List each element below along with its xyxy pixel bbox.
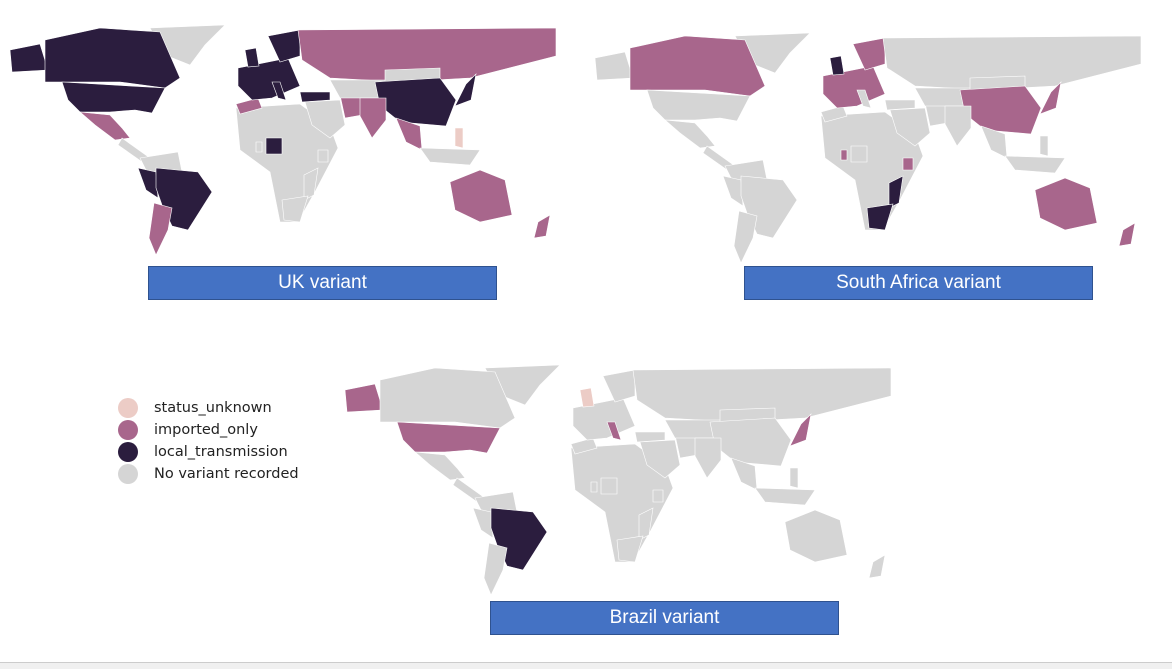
legend: status_unknown imported_only local_trans… <box>118 397 299 485</box>
region-turkey <box>884 99 916 111</box>
legend-item-local-transmission: local_transmission <box>118 441 299 463</box>
region-scandinavia <box>852 37 886 71</box>
region-philippines <box>789 467 799 489</box>
region-philippines <box>454 127 464 149</box>
brazil-variant-label: Brazil variant <box>490 601 839 635</box>
legend-item-no-variant: No variant recorded <box>118 463 299 485</box>
region-morocco <box>820 105 848 123</box>
region-italy <box>606 421 622 441</box>
region-peru <box>137 167 159 199</box>
region-india <box>694 437 722 479</box>
region-southafrica <box>616 535 644 563</box>
region-iran <box>339 94 363 119</box>
region-iran <box>924 102 948 127</box>
region-scandinavia <box>602 369 636 403</box>
region-india <box>359 97 387 139</box>
map-brazil-variant <box>344 364 892 596</box>
region-argentina <box>733 210 758 264</box>
region-nigeria <box>265 137 283 155</box>
region-nz <box>533 214 551 239</box>
region-mozambique <box>888 175 904 209</box>
region-uk <box>244 47 260 68</box>
region-usa <box>646 89 751 122</box>
region-mexico <box>79 111 131 141</box>
map-south-africa-variant <box>594 32 1142 264</box>
region-turkey <box>299 91 331 103</box>
region-italy <box>856 89 872 109</box>
region-china <box>959 85 1042 135</box>
region-morocco <box>570 437 598 455</box>
region-nz <box>1118 222 1136 247</box>
legend-item-status-unknown: status_unknown <box>118 397 299 419</box>
region-alaska <box>9 43 49 73</box>
region-australia <box>784 509 848 563</box>
region-china <box>374 77 457 127</box>
map-uk-variant <box>9 24 557 256</box>
region-canada <box>629 35 766 97</box>
region-canada <box>379 367 516 429</box>
region-mexico <box>664 119 716 149</box>
region-nz <box>868 554 886 579</box>
region-argentina <box>483 542 508 596</box>
region-ghana <box>590 481 598 493</box>
region-india <box>944 105 972 147</box>
legend-label: local_transmission <box>154 444 288 460</box>
region-turkey <box>634 431 666 443</box>
legend-label: No variant recorded <box>154 466 299 482</box>
region-italy <box>271 81 287 101</box>
region-ghana <box>840 149 848 161</box>
region-indonesia <box>419 147 481 166</box>
region-alaska <box>594 51 634 81</box>
status-unknown-swatch <box>118 398 138 418</box>
region-argentina <box>148 202 173 256</box>
region-philippines <box>1039 135 1049 157</box>
region-kenya <box>652 489 664 503</box>
region-mozambique <box>303 167 319 201</box>
region-nigeria <box>600 477 618 495</box>
region-peru <box>722 175 744 207</box>
region-peru <box>472 507 494 539</box>
region-indonesia <box>1004 155 1066 174</box>
region-kenya <box>902 157 914 171</box>
legend-item-imported-only: imported_only <box>118 419 299 441</box>
uk-variant-label: UK variant <box>148 266 497 300</box>
region-china <box>709 417 792 467</box>
region-iran <box>674 434 698 459</box>
region-usa <box>396 421 501 454</box>
region-southafrica <box>281 195 309 223</box>
no-variant-swatch <box>118 464 138 484</box>
region-japan <box>789 413 812 447</box>
legend-label: imported_only <box>154 422 258 438</box>
region-morocco <box>235 97 263 115</box>
region-alaska <box>344 383 384 413</box>
region-scandinavia <box>267 29 301 63</box>
region-mozambique <box>638 507 654 541</box>
region-nigeria <box>850 145 868 163</box>
region-indonesia <box>754 487 816 506</box>
region-mideast <box>889 107 931 147</box>
south-africa-variant-label: South Africa variant <box>744 266 1093 300</box>
region-uk <box>579 387 595 408</box>
window-bottom-edge <box>0 662 1172 669</box>
region-canada <box>44 27 181 89</box>
region-mexico <box>414 451 466 481</box>
region-mideast <box>639 439 681 479</box>
region-usa <box>61 81 166 114</box>
imported-only-swatch <box>118 420 138 440</box>
local-transmission-swatch <box>118 442 138 462</box>
region-australia <box>1034 177 1098 231</box>
region-southafrica <box>866 203 894 231</box>
region-japan <box>454 73 477 107</box>
region-japan <box>1039 81 1062 115</box>
region-ghana <box>255 141 263 153</box>
legend-label: status_unknown <box>154 400 272 416</box>
region-mideast <box>304 99 346 139</box>
region-australia <box>449 169 513 223</box>
region-kenya <box>317 149 329 163</box>
region-uk <box>829 55 845 76</box>
